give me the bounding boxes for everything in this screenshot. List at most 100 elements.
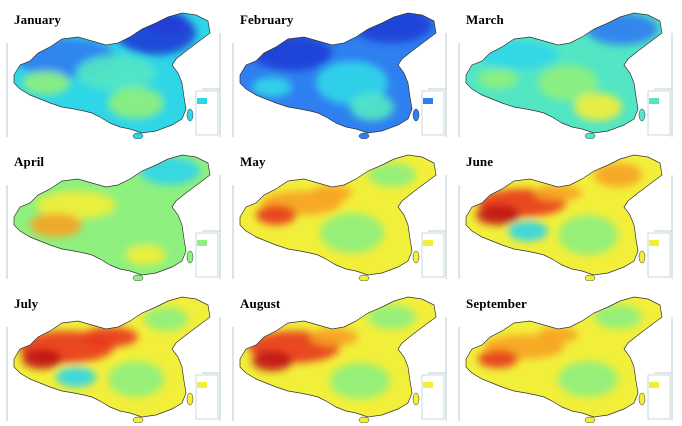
temperature-region (368, 163, 416, 187)
inset-fill (197, 98, 207, 104)
inset-fill (649, 98, 659, 104)
taiwan-island (412, 392, 420, 406)
temperature-region (478, 350, 518, 368)
china-outline (465, 12, 663, 134)
neighbor-borders (458, 317, 673, 421)
temperature-region (574, 93, 622, 121)
temperature-region (368, 305, 416, 329)
temperature-region (96, 217, 156, 253)
temperature-region (82, 327, 138, 347)
hainan-island (132, 416, 144, 423)
china-outline (13, 296, 211, 418)
map-panel-august: August (232, 287, 448, 423)
temperature-region (144, 13, 188, 35)
temperature-region (586, 13, 658, 45)
temperature-region (330, 363, 390, 399)
taiwan-island (412, 108, 420, 122)
month-label-january: January (14, 12, 61, 27)
temperature-region (478, 69, 518, 89)
neighbor-borders (232, 175, 447, 279)
temperature-region (320, 213, 384, 253)
temperature-region (352, 13, 432, 43)
neighbor-borders (6, 317, 221, 421)
taiwan-island (412, 250, 420, 264)
south-sea-inset (195, 90, 219, 136)
south-sea-inset (421, 374, 445, 420)
south-sea-inset (195, 374, 219, 420)
temperature-region (108, 361, 164, 397)
china-outline (13, 154, 211, 276)
map-panel-september: September (458, 287, 674, 423)
hainan-island (584, 132, 596, 139)
temperature-region (534, 185, 582, 201)
inset-fill (197, 382, 207, 388)
month-label-september: September (466, 296, 527, 311)
china-outline (239, 296, 437, 418)
inset-fill (423, 382, 433, 388)
temperature-region (350, 93, 394, 121)
south-sea-inset (421, 90, 445, 136)
taiwan-island (638, 250, 646, 264)
map-panel-april: April (6, 145, 222, 281)
temperature-region (56, 367, 96, 387)
month-label-may: May (240, 154, 266, 169)
hainan-island (132, 274, 144, 281)
china-outline (465, 296, 663, 418)
month-label-march: March (466, 12, 504, 27)
south-sea-inset (195, 232, 219, 278)
hainan-island (358, 132, 370, 139)
map-july (6, 296, 221, 423)
map-april (6, 154, 221, 281)
temperature-region (594, 163, 642, 187)
inset-fill (423, 98, 433, 104)
south-sea-inset (647, 232, 671, 278)
temperature-region (144, 307, 188, 331)
temperature-region (538, 65, 598, 101)
map-september (458, 296, 673, 423)
temperature-region (478, 41, 558, 69)
map-march (458, 12, 673, 139)
map-june (458, 154, 673, 281)
temperature-region (310, 328, 358, 346)
taiwan-island (638, 392, 646, 406)
temperature-region (126, 245, 166, 265)
temperature-region (558, 215, 618, 255)
hainan-island (358, 416, 370, 423)
map-panel-july: July (6, 287, 222, 423)
month-label-july: July (14, 296, 39, 311)
map-august (232, 296, 447, 423)
temperature-region (76, 55, 156, 91)
temperature-region (140, 157, 200, 185)
taiwan-island (186, 108, 194, 122)
temperature-region (256, 205, 296, 225)
taiwan-island (186, 250, 194, 264)
south-sea-inset (647, 90, 671, 136)
temperature-region (508, 221, 548, 241)
temperature-region (476, 205, 520, 225)
month-label-june: June (466, 154, 494, 169)
inset-fill (649, 382, 659, 388)
hainan-island (584, 416, 596, 423)
china-outline (239, 12, 437, 134)
neighbor-borders (458, 33, 673, 137)
neighbor-borders (458, 175, 673, 279)
hainan-island (132, 132, 144, 139)
china-outline (465, 154, 663, 276)
month-label-february: February (240, 12, 294, 27)
inset-fill (423, 240, 433, 246)
neighbor-borders (232, 33, 447, 137)
temperature-region (594, 305, 642, 329)
temperature-region (22, 71, 70, 95)
neighbor-borders (6, 175, 221, 279)
south-sea-inset (421, 232, 445, 278)
map-panel-february: February (232, 3, 448, 139)
map-may (232, 154, 447, 281)
temperature-region (22, 349, 62, 369)
neighbor-borders (6, 33, 221, 137)
south-sea-inset (647, 374, 671, 420)
temperature-region (30, 213, 82, 237)
temperature-region (312, 185, 352, 201)
temperature-region (36, 191, 116, 219)
map-panel-june: June (458, 145, 674, 281)
temperature-region (538, 327, 578, 343)
